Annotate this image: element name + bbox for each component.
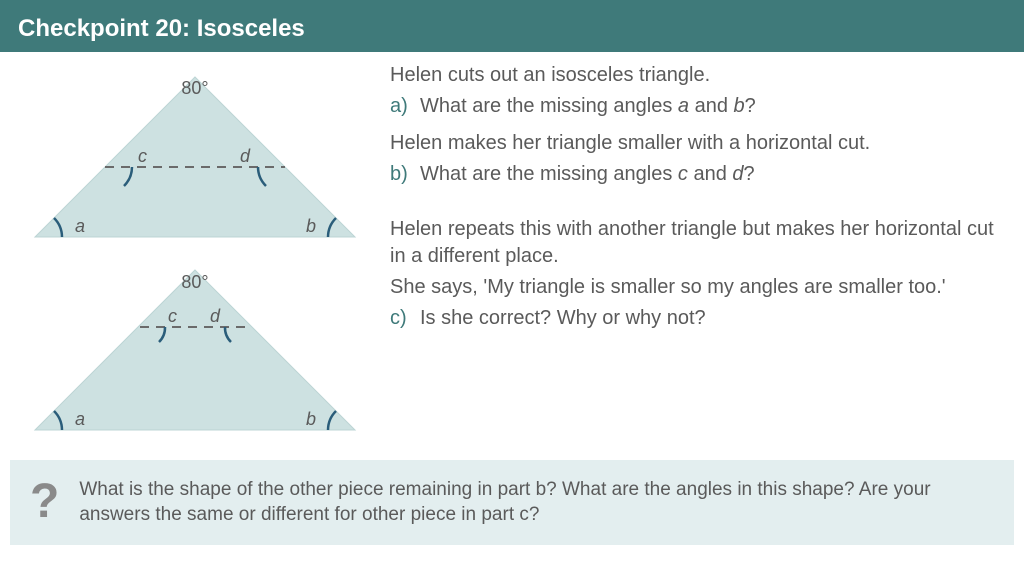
title-bar: Checkpoint 20: Isosceles [0, 6, 1024, 52]
label-a-2: a [75, 409, 85, 429]
question-c: c) Is she correct? Why or why not? [390, 305, 1004, 332]
content-area: 80° a b c d 80° a b c d Helen cuts out a… [0, 52, 1024, 452]
intro-2: Helen makes her triangle smaller with a … [390, 130, 1004, 157]
question-mark-icon: ? [30, 470, 59, 535]
label-d-1: d [240, 146, 251, 166]
intro-4: She says, 'My triangle is smaller so my … [390, 274, 1004, 301]
intro-1: Helen cuts out an isosceles triangle. [390, 62, 1004, 89]
label-b: b) [390, 161, 420, 188]
intro-3: Helen repeats this with another triangle… [390, 216, 1004, 270]
diagrams-column: 80° a b c d 80° a b c d [10, 62, 370, 452]
extension-text: What is the shape of the other piece rem… [79, 477, 1000, 528]
label-a-1: a [75, 216, 85, 236]
label-d-2: d [210, 306, 221, 326]
question-b-text: What are the missing angles c and d? [420, 161, 1004, 188]
triangle-1: 80° a b c d [10, 62, 370, 252]
extension-box: ? What is the shape of the other piece r… [10, 460, 1014, 545]
question-c-text: Is she correct? Why or why not? [420, 305, 1004, 332]
question-a-text: What are the missing angles a and b? [420, 93, 1004, 120]
label-c-2: c [168, 306, 177, 326]
question-a: a) What are the missing angles a and b? [390, 93, 1004, 120]
label-b-1: b [306, 216, 316, 236]
spacer [390, 198, 1004, 216]
text-column: Helen cuts out an isosceles triangle. a)… [370, 62, 1004, 452]
apex-label-1: 80° [181, 78, 208, 98]
triangle-2: 80° a b c d [10, 252, 370, 452]
label-b-2: b [306, 409, 316, 429]
label-a: a) [390, 93, 420, 120]
question-b: b) What are the missing angles c and d? [390, 161, 1004, 188]
apex-label-2: 80° [181, 272, 208, 292]
label-c-1: c [138, 146, 147, 166]
page-title: Checkpoint 20: Isosceles [18, 15, 305, 43]
label-c: c) [390, 305, 420, 332]
